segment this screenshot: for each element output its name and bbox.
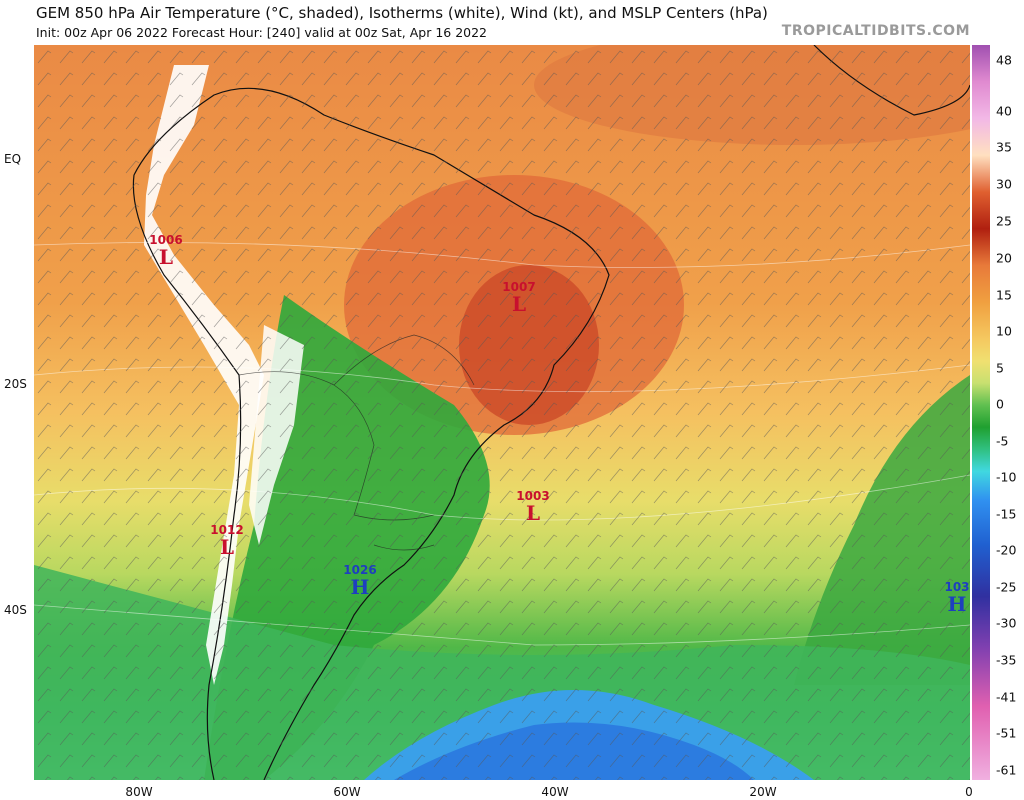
pressure-symbol: H	[350, 575, 370, 599]
pressure-symbol: L	[525, 501, 541, 525]
lon-label-40w: 40W	[541, 785, 569, 799]
colorbar-label: 0	[996, 396, 1004, 412]
low-pressure-center: 1012 L	[210, 523, 243, 557]
high-pressure-center: 103 H	[944, 580, 969, 614]
colorbar-label: -30	[996, 615, 1017, 631]
pressure-value: 1012	[210, 523, 244, 537]
low-pressure-center: 1006 L	[149, 233, 182, 267]
colorbar-label: -10	[996, 469, 1017, 485]
pressure-symbol: L	[158, 245, 174, 269]
colorbar	[972, 45, 990, 780]
lon-label-20w: 20W	[749, 785, 777, 799]
colorbar-label: 30	[996, 176, 1012, 192]
colorbar-label: 5	[996, 360, 1004, 376]
colorbar-label: -35	[996, 652, 1017, 668]
colorbar-label: -51	[996, 725, 1017, 741]
colorbar-label: 10	[996, 323, 1012, 339]
low-pressure-center: 1003 L	[516, 489, 549, 523]
wind-barbs	[34, 45, 970, 780]
pressure-symbol: H	[947, 592, 967, 616]
lon-label-60w: 60W	[333, 785, 361, 799]
colorbar-label: -41	[996, 689, 1017, 705]
map-title: GEM 850 hPa Air Temperature (°C, shaded)…	[36, 4, 768, 22]
colorbar-label: -15	[996, 506, 1017, 522]
lon-label-0: 0	[965, 785, 973, 799]
low-pressure-center: 1007 L	[502, 280, 535, 314]
colorbar-label: 20	[996, 250, 1012, 266]
lon-label-80w: 80W	[125, 785, 153, 799]
colorbar-label: 40	[996, 103, 1012, 119]
temperature-map	[34, 45, 970, 780]
pressure-symbol: L	[511, 292, 527, 316]
map-subtitle: Init: 00z Apr 06 2022 Forecast Hour: [24…	[36, 25, 488, 40]
high-pressure-center: 1026 H	[343, 563, 376, 597]
colorbar-label: -5	[996, 433, 1009, 449]
colorbar-label: -61	[996, 762, 1017, 778]
colorbar-label: 15	[996, 287, 1012, 303]
colorbar-label: 25	[996, 213, 1012, 229]
lat-label-eq: EQ	[4, 152, 22, 166]
pressure-symbol: L	[219, 535, 235, 559]
pressure-value: 103	[944, 580, 970, 594]
colorbar-label: -20	[996, 542, 1017, 558]
pressure-value: 1026	[343, 563, 377, 577]
lat-label-20s: 20S	[4, 377, 27, 391]
pressure-value: 1006	[149, 233, 183, 247]
colorbar-label: 48	[996, 52, 1012, 68]
pressure-value: 1007	[502, 280, 536, 294]
colorbar-label: 35	[996, 139, 1012, 155]
colorbar-label: -25	[996, 579, 1017, 595]
brand-watermark[interactable]: TROPICALTIDBITS.COM	[781, 23, 970, 39]
lat-label-40s: 40S	[4, 603, 27, 617]
pressure-value: 1003	[516, 489, 550, 503]
